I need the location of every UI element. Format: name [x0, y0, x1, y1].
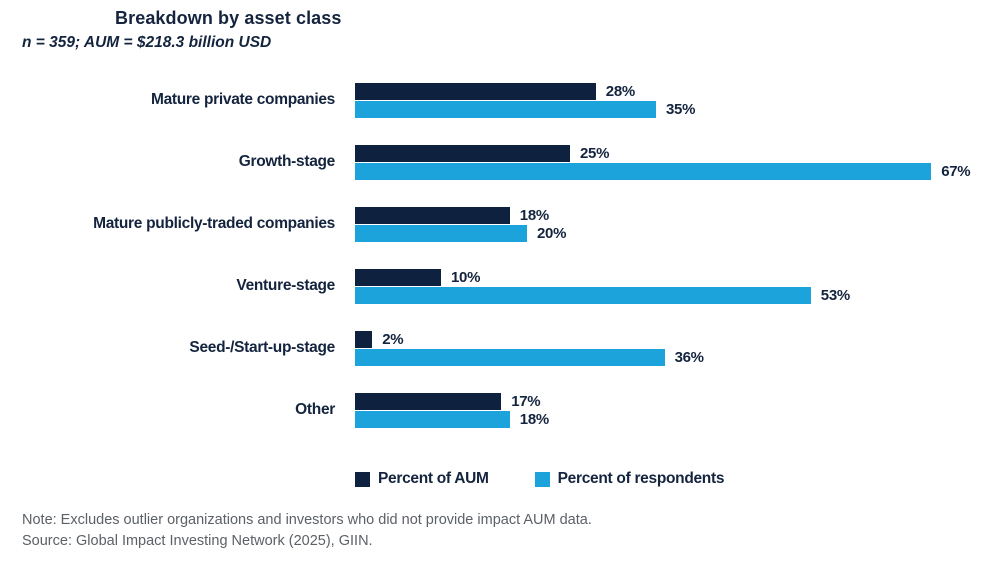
chart-row: Growth-stage 25% 67%	[0, 144, 992, 180]
bar-group: 17% 18%	[355, 392, 992, 428]
bar-segment	[355, 268, 441, 286]
chart-title: Breakdown by asset class	[115, 8, 342, 28]
bar-line: 20%	[355, 224, 992, 242]
category-label: Mature publicly-traded companies	[93, 215, 335, 232]
value-label: 10%	[451, 268, 481, 286]
bar-group: 2% 36%	[355, 330, 992, 366]
legend-item: Percent of AUM	[355, 470, 489, 488]
bar-segment	[355, 392, 502, 410]
bar-segment	[355, 144, 570, 162]
value-label: 20%	[537, 224, 567, 242]
bar-group: 28% 35%	[355, 82, 992, 118]
value-label: 18%	[519, 206, 549, 224]
bar-segment	[355, 410, 510, 428]
bar-segment	[355, 206, 510, 224]
category-label: Venture-stage	[236, 277, 335, 294]
legend-swatch-icon	[534, 471, 550, 487]
value-label: 2%	[382, 330, 404, 348]
bar-line: 35%	[355, 100, 992, 118]
value-label: 53%	[820, 286, 850, 304]
bar-segment	[355, 286, 811, 304]
bar-segment	[355, 82, 596, 100]
chart-row: Seed-/Start-up-stage 2% 36%	[0, 330, 992, 366]
chart-legend: Percent of AUM Percent of respondents	[355, 470, 992, 488]
bar-line: 28%	[355, 82, 992, 100]
bar-group: 18% 20%	[355, 206, 992, 242]
value-label: 36%	[674, 348, 704, 366]
value-label: 35%	[666, 100, 696, 118]
value-label: 18%	[519, 410, 549, 428]
bar-line: 18%	[355, 206, 992, 224]
category-label: Seed-/Start-up-stage	[189, 339, 335, 356]
chart-header: Breakdown by asset class n = 359; AUM = …	[0, 0, 992, 52]
legend-label: Percent of respondents	[557, 470, 725, 487]
category-label: Other	[295, 401, 335, 418]
value-label: 28%	[605, 82, 635, 100]
chart-row: Mature private companies 28% 35%	[0, 82, 992, 118]
value-label: 67%	[941, 162, 971, 180]
bar-line: 53%	[355, 286, 992, 304]
chart-note: Note: Excludes outlier organizations and…	[22, 512, 592, 528]
legend-label: Percent of AUM	[378, 470, 489, 487]
bar-line: 25%	[355, 144, 992, 162]
chart-row: Other 17% 18%	[0, 392, 992, 428]
bar-line: 2%	[355, 330, 992, 348]
bar-line: 67%	[355, 162, 992, 180]
bar-line: 10%	[355, 268, 992, 286]
chart-notes: Note: Excludes outlier organizations and…	[22, 510, 992, 552]
chart-row: Mature publicly-traded companies 18% 20%	[0, 206, 992, 242]
bar-group: 25% 67%	[355, 144, 992, 180]
bar-segment	[355, 162, 932, 180]
value-label: 25%	[580, 144, 610, 162]
bar-segment	[355, 348, 665, 366]
legend-swatch-icon	[355, 471, 370, 487]
value-label: 17%	[511, 392, 541, 410]
bar-chart-plot: Mature private companies 28% 35% Growth-sta…	[0, 82, 992, 428]
legend-item: Percent of respondents	[534, 470, 725, 488]
category-label: Growth-stage	[238, 153, 336, 170]
bar-line: 18%	[355, 410, 992, 428]
bar-segment	[355, 330, 373, 348]
bar-segment	[355, 224, 527, 242]
bar-line: 17%	[355, 392, 992, 410]
bar-line: 36%	[355, 348, 992, 366]
bar-segment	[355, 100, 656, 118]
chart-row: Venture-stage 10% 53%	[0, 268, 992, 304]
bar-group: 10% 53%	[355, 268, 992, 304]
category-label: Mature private companies	[150, 91, 335, 108]
chart-source: Source: Global Impact Investing Network …	[22, 533, 373, 550]
chart-subtitle: n = 359; AUM = $218.3 billion USD	[22, 34, 272, 51]
